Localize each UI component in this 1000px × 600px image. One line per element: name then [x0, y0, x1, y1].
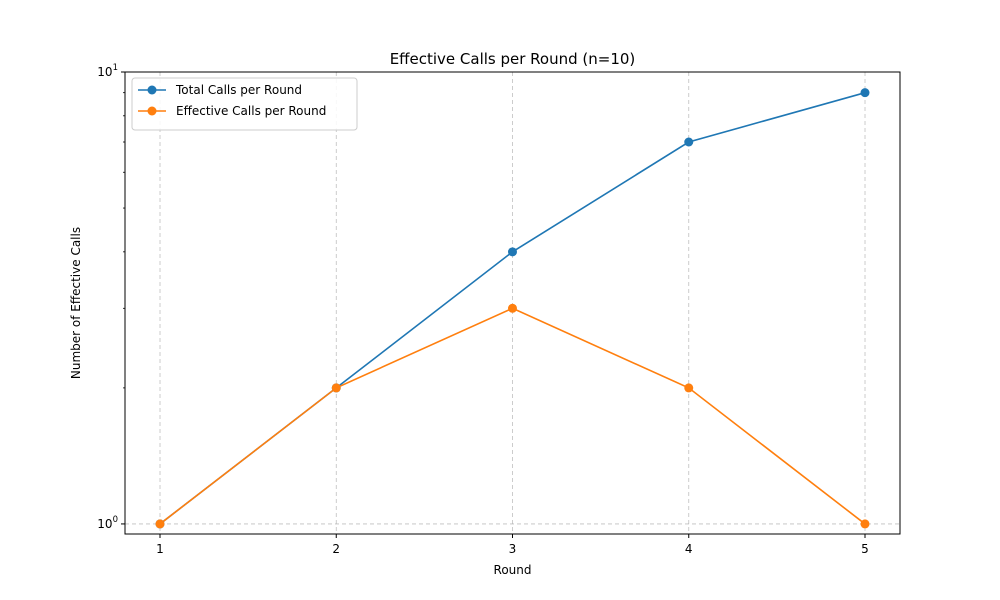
effective-calls-point: [331, 383, 341, 393]
effective-calls-point: [860, 519, 870, 529]
y-axis-label: Number of Effective Calls: [69, 227, 83, 379]
x-tick-label: 5: [861, 542, 869, 556]
effective-calls-legend-marker: [147, 106, 157, 116]
total-calls-legend-marker: [147, 85, 157, 95]
y-axis-ticks: 100 101: [97, 63, 125, 531]
x-tick-label: 1: [156, 542, 164, 556]
effective-calls-point: [684, 383, 694, 393]
total-calls-point: [684, 137, 694, 147]
total-calls-legend-label: Total Calls per Round: [175, 83, 302, 97]
legend-box: [131, 77, 358, 131]
effective-calls-point: [155, 519, 165, 529]
effective-calls-legend-label: Effective Calls per Round: [176, 104, 326, 118]
total-calls-point: [508, 247, 517, 257]
y-tick-label: 101: [97, 63, 118, 79]
x-tick-label: 2: [332, 542, 340, 556]
series-markers: [155, 88, 870, 529]
x-tick-label: 3: [509, 542, 517, 556]
x-axis-ticks: 1 2 3 4 5: [156, 534, 869, 556]
total-calls-point: [860, 88, 870, 98]
y-tick-label: 100: [97, 515, 118, 531]
x-tick-label: 4: [685, 542, 693, 556]
chart-title: Effective Calls per Round (n=10): [390, 50, 636, 68]
legend: Total Calls per Round Effective Calls per…: [131, 77, 358, 131]
effective-calls-point: [508, 303, 517, 313]
x-axis-label: Round: [494, 563, 532, 577]
